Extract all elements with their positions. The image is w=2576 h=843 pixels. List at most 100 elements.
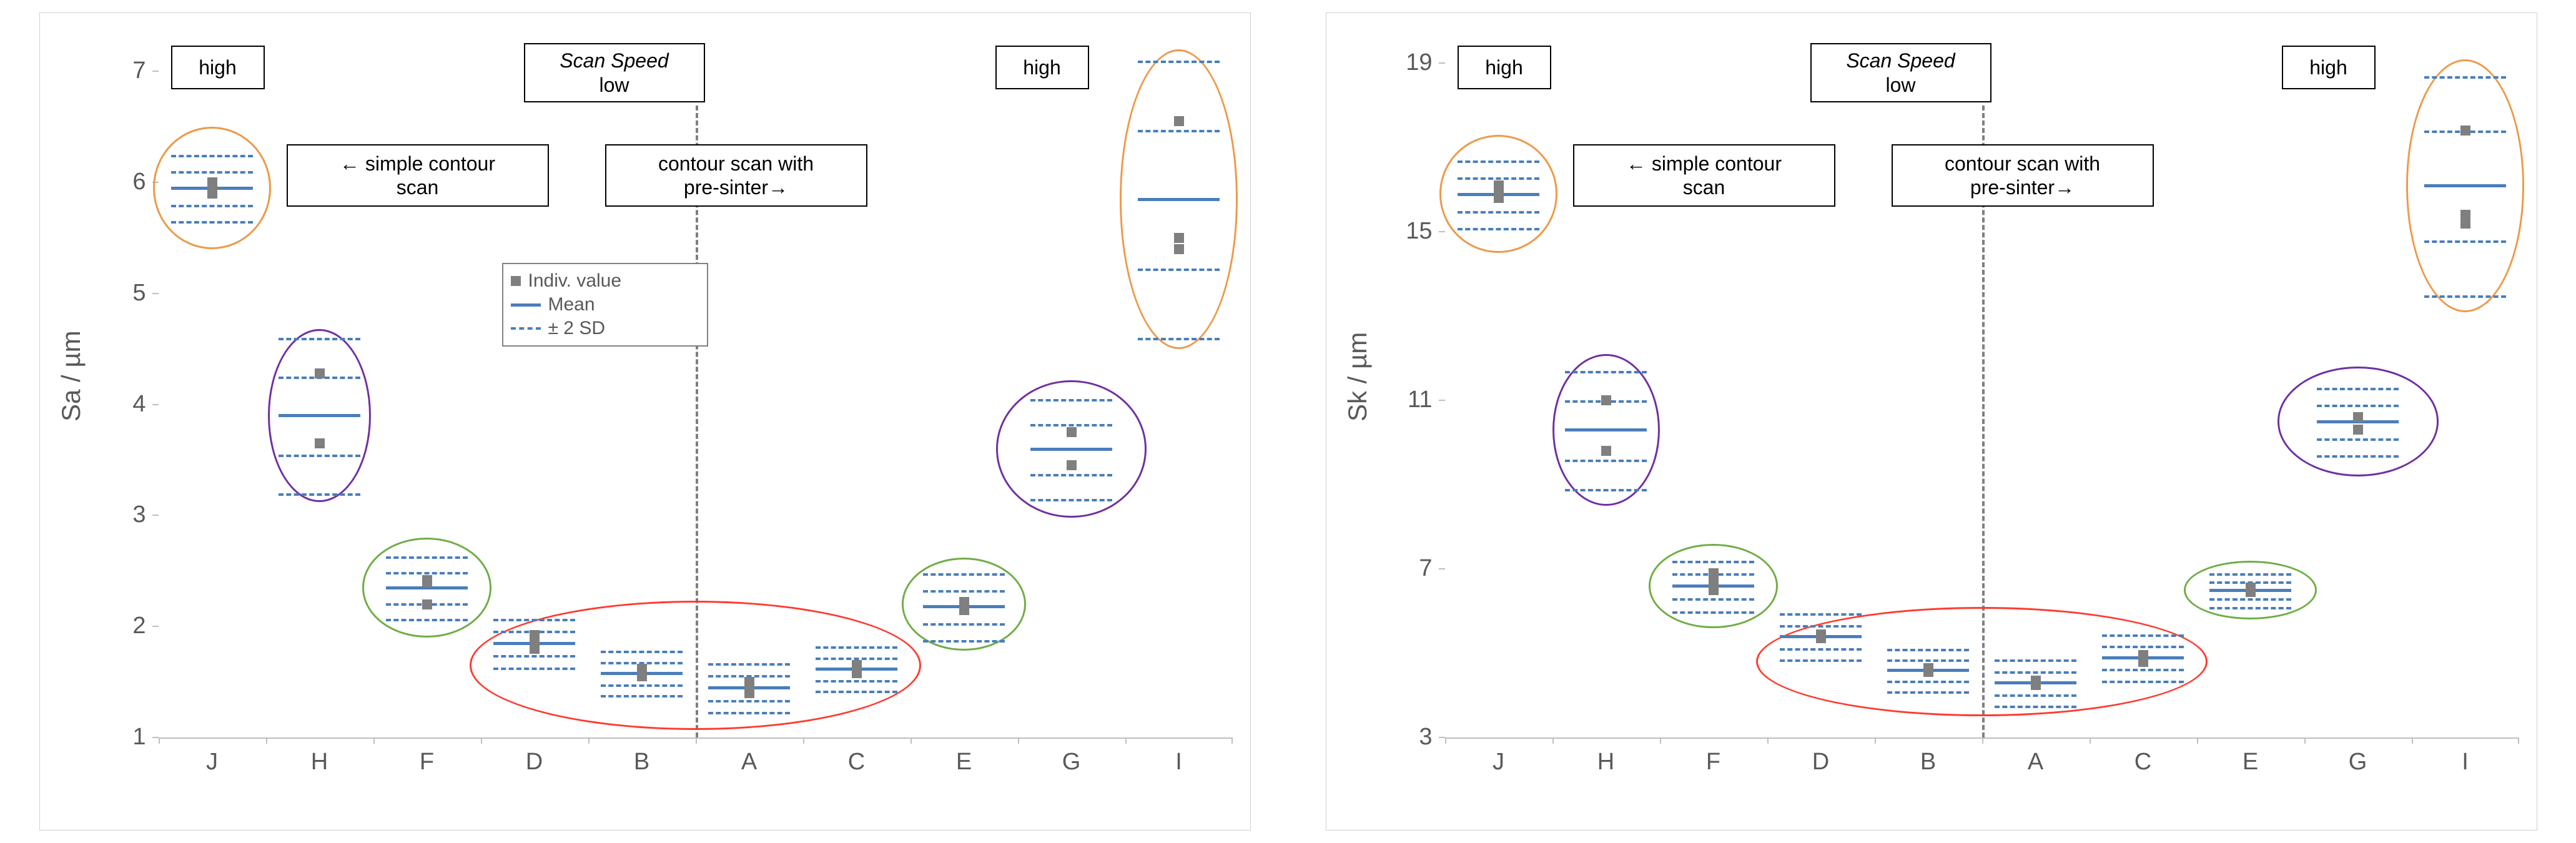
label-text: high bbox=[2283, 56, 2374, 79]
sd-line bbox=[2209, 607, 2291, 609]
x-tick-label: F bbox=[408, 749, 446, 776]
sd-line bbox=[1565, 460, 1647, 462]
data-point bbox=[2353, 412, 2363, 422]
x-tick-label: I bbox=[1160, 749, 1198, 776]
sd-line bbox=[2317, 438, 2399, 441]
sd-line bbox=[1030, 399, 1112, 402]
sd-line bbox=[386, 572, 468, 574]
data-point bbox=[637, 671, 647, 681]
x-tick-label: C bbox=[2124, 749, 2162, 776]
label-text: low bbox=[525, 73, 704, 97]
x-tick-mark bbox=[266, 737, 267, 744]
x-tick-label: H bbox=[301, 749, 338, 776]
sd-line bbox=[2317, 455, 2399, 458]
line-icon bbox=[511, 303, 541, 307]
x-tick-label: A bbox=[2017, 749, 2055, 776]
sd-line bbox=[2424, 295, 2506, 298]
y-tick-label: 7 bbox=[1395, 555, 1433, 582]
sd-line bbox=[279, 455, 360, 457]
data-point bbox=[1494, 193, 1504, 203]
sd-line bbox=[708, 712, 790, 714]
mean-line bbox=[1138, 198, 1220, 201]
x-tick-mark bbox=[2412, 737, 2413, 744]
chart-panel-sk: Sk / µm37111519JHFDBACEGIhighhighScan Sp… bbox=[1326, 12, 2537, 831]
y-axis-label: Sk / µm bbox=[1343, 359, 1373, 422]
data-point bbox=[422, 575, 432, 585]
y-tick-mark bbox=[152, 71, 159, 72]
sd-line bbox=[2102, 634, 2184, 637]
y-tick-label: 4 bbox=[109, 391, 146, 418]
label-text: contour scan withpre-sinter→ bbox=[1893, 152, 2153, 200]
sd-line bbox=[923, 590, 1005, 593]
sd-line bbox=[816, 658, 897, 660]
y-tick-label: 3 bbox=[1395, 724, 1433, 751]
label-text: Scan Speed bbox=[1812, 49, 1990, 72]
x-tick-mark bbox=[159, 737, 160, 744]
data-point bbox=[315, 368, 325, 378]
sd-line bbox=[1995, 659, 2076, 662]
data-point bbox=[744, 688, 754, 698]
sd-line bbox=[601, 651, 683, 653]
sd-line bbox=[1887, 659, 1969, 662]
sd-line bbox=[2317, 405, 2399, 407]
x-tick-mark bbox=[1125, 737, 1127, 744]
sd-line bbox=[1995, 671, 2076, 674]
label-high-right: high bbox=[2282, 46, 2376, 89]
data-point bbox=[2353, 425, 2363, 435]
y-tick-mark bbox=[1439, 400, 1445, 401]
x-tick-mark bbox=[696, 737, 697, 744]
sd-line bbox=[923, 640, 1005, 643]
x-tick-mark bbox=[481, 737, 482, 744]
square-icon bbox=[511, 276, 521, 286]
label-presinter: contour scan withpre-sinter→ bbox=[605, 144, 867, 207]
label-simple-contour: ← simple contourscan bbox=[287, 144, 549, 207]
x-tick-label: E bbox=[2232, 749, 2269, 776]
data-point bbox=[530, 630, 540, 640]
y-tick-label: 1 bbox=[109, 724, 146, 751]
x-tick-mark bbox=[910, 737, 912, 744]
data-point bbox=[744, 677, 754, 687]
sd-line bbox=[1887, 649, 1969, 651]
sd-line bbox=[1887, 681, 1969, 683]
sd-line bbox=[1780, 625, 1862, 628]
y-axis-label: Sa / µm bbox=[56, 359, 86, 422]
sd-line bbox=[1672, 561, 1754, 563]
data-point bbox=[1067, 460, 1077, 470]
x-tick-mark bbox=[1767, 737, 1769, 744]
sd-line bbox=[1030, 499, 1112, 501]
sd-line bbox=[1995, 694, 2076, 697]
x-tick-mark bbox=[1018, 737, 1019, 744]
legend-label: Mean bbox=[548, 294, 595, 315]
sd-line bbox=[1565, 489, 1647, 491]
data-point bbox=[530, 644, 540, 654]
data-point bbox=[1174, 233, 1184, 243]
y-tick-label: 6 bbox=[109, 169, 146, 195]
x-tick-label: B bbox=[1910, 749, 1947, 776]
sd-line bbox=[1672, 598, 1754, 601]
x-tick-mark bbox=[1445, 737, 1446, 744]
sd-line bbox=[1780, 613, 1862, 616]
sd-line bbox=[601, 684, 683, 687]
x-tick-label: F bbox=[1695, 749, 1732, 776]
y-tick-label: 7 bbox=[109, 57, 146, 84]
x-tick-mark bbox=[2304, 737, 2306, 744]
y-tick-mark bbox=[1439, 62, 1445, 64]
dashed-line-icon bbox=[511, 327, 541, 330]
data-point bbox=[852, 666, 862, 676]
y-tick-label: 15 bbox=[1395, 218, 1433, 245]
x-tick-mark bbox=[373, 737, 375, 744]
label-scan-speed: Scan Speedlow bbox=[1810, 43, 1991, 102]
x-tick-label: H bbox=[1587, 749, 1625, 776]
x-tick-label: D bbox=[1802, 749, 1840, 776]
sd-line bbox=[2102, 669, 2184, 671]
legend-label: ± 2 SD bbox=[548, 318, 606, 339]
sd-line bbox=[1995, 706, 2076, 708]
y-tick-label: 19 bbox=[1395, 49, 1433, 76]
x-tick-mark bbox=[2197, 737, 2198, 744]
label-scan-speed: Scan Speedlow bbox=[524, 43, 705, 102]
x-tick-mark bbox=[1231, 737, 1233, 744]
sd-line bbox=[923, 573, 1005, 576]
data-point bbox=[2031, 676, 2041, 686]
sd-line bbox=[816, 646, 897, 649]
sd-line bbox=[2102, 681, 2184, 683]
